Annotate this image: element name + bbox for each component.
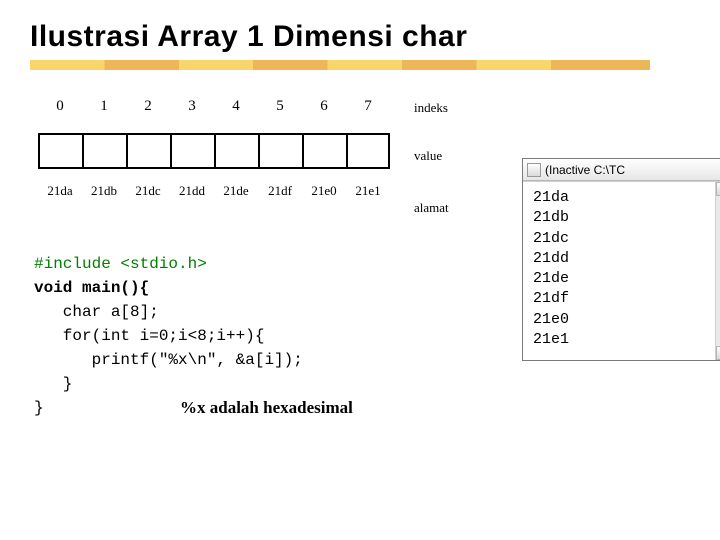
address-row: 21da 21db 21dc 21dd 21de 21df 21e0 21e1: [38, 183, 458, 199]
console-line: 21db: [533, 208, 719, 228]
address-cell: 21e1: [346, 183, 390, 199]
index-row: 0 1 2 3 4 5 6 7: [38, 98, 458, 115]
array-cell: [214, 133, 258, 169]
console-line: 21de: [533, 269, 719, 289]
console-titlebar[interactable]: (Inactive C:\TC: [523, 159, 720, 181]
value-label: value: [414, 148, 442, 164]
address-cell: 21db: [82, 183, 126, 199]
address-cell: 21e0: [302, 183, 346, 199]
index-cell: 3: [170, 98, 214, 115]
array-cell: [126, 133, 170, 169]
console-window: (Inactive C:\TC 21da21db21dc21dd21de21df…: [522, 158, 720, 361]
array-cell: [302, 133, 346, 169]
index-cell: 5: [258, 98, 302, 115]
index-cell: 7: [346, 98, 390, 115]
index-cell: 2: [126, 98, 170, 115]
app-icon: [527, 163, 541, 177]
array-cell: [346, 133, 390, 169]
console-line: 21df: [533, 289, 719, 309]
index-cell: 1: [82, 98, 126, 115]
console-line: 21dd: [533, 249, 719, 269]
address-label: alamat: [414, 200, 449, 216]
array-cell: [170, 133, 214, 169]
array-cell: [82, 133, 126, 169]
console-output: 21da21db21dc21dd21de21df21e021e1: [523, 181, 720, 360]
address-cell: 21da: [38, 183, 82, 199]
index-cell: 6: [302, 98, 346, 115]
console-line: 21e0: [533, 310, 719, 330]
scroll-track[interactable]: [716, 196, 720, 346]
value-boxes: [38, 133, 458, 169]
array-cell: [258, 133, 302, 169]
address-cell: 21dd: [170, 183, 214, 199]
array-cell: [38, 133, 82, 169]
index-cell: 0: [38, 98, 82, 115]
scroll-down-icon[interactable]: ▾: [716, 346, 720, 360]
hexadecimal-note: %x adalah hexadesimal: [180, 398, 690, 418]
address-cell: 21de: [214, 183, 258, 199]
index-cell: 4: [214, 98, 258, 115]
scroll-up-icon[interactable]: ▴: [716, 182, 720, 196]
code-line: }: [34, 372, 690, 396]
array-diagram: 0 1 2 3 4 5 6 7 indeks value 21da 21db 2…: [38, 98, 458, 248]
console-line: 21da: [533, 188, 719, 208]
scrollbar[interactable]: ▴ ▾: [715, 182, 720, 360]
index-label: indeks: [414, 100, 448, 116]
console-line: 21e1: [533, 330, 719, 350]
page-title: Ilustrasi Array 1 Dimensi char: [30, 20, 690, 54]
console-line: 21dc: [533, 229, 719, 249]
console-title: (Inactive C:\TC: [545, 163, 625, 177]
address-cell: 21df: [258, 183, 302, 199]
address-cell: 21dc: [126, 183, 170, 199]
title-underline: [30, 60, 650, 70]
